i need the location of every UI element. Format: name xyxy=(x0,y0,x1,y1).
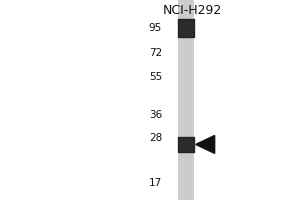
Text: 95: 95 xyxy=(149,23,162,33)
Text: 36: 36 xyxy=(149,110,162,120)
Text: 28: 28 xyxy=(149,133,162,143)
Text: 17: 17 xyxy=(149,178,162,188)
Text: NCI-H292: NCI-H292 xyxy=(162,4,222,17)
Polygon shape xyxy=(196,135,215,153)
Bar xyxy=(178,0,194,200)
Text: 55: 55 xyxy=(149,72,162,82)
Text: 72: 72 xyxy=(149,48,162,58)
